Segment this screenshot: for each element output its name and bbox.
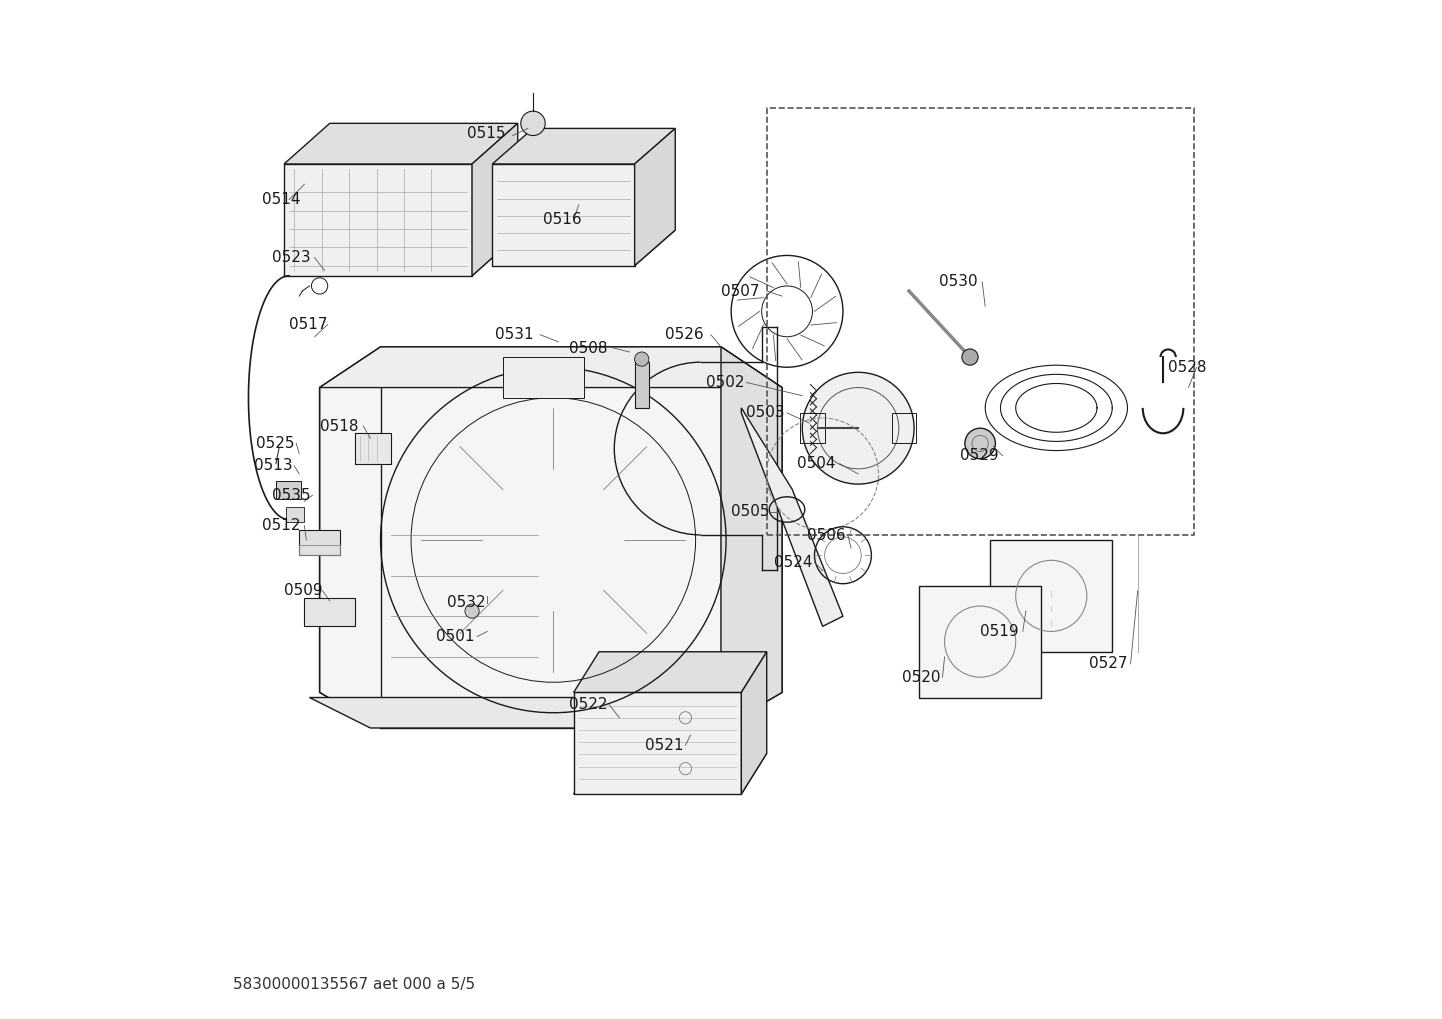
- Text: 0512: 0512: [261, 519, 300, 533]
- Polygon shape: [320, 346, 782, 728]
- Bar: [355, 433, 391, 464]
- Text: 0513: 0513: [254, 459, 293, 473]
- Polygon shape: [284, 123, 518, 164]
- Polygon shape: [492, 164, 634, 266]
- Polygon shape: [574, 652, 767, 693]
- Bar: [300, 530, 340, 555]
- Polygon shape: [741, 652, 767, 794]
- Circle shape: [464, 604, 479, 619]
- Text: 0501: 0501: [437, 629, 474, 644]
- Text: 0519: 0519: [981, 624, 1018, 639]
- Circle shape: [962, 348, 978, 365]
- Polygon shape: [492, 128, 675, 164]
- Text: 0525: 0525: [255, 436, 294, 451]
- Text: 0509: 0509: [284, 583, 323, 598]
- Text: 0518: 0518: [320, 419, 358, 434]
- Polygon shape: [574, 753, 767, 794]
- Text: 0531: 0531: [496, 327, 534, 342]
- Text: 0507: 0507: [721, 283, 760, 299]
- Bar: [919, 586, 1041, 697]
- Bar: [304, 598, 355, 627]
- Bar: [634, 362, 649, 408]
- Polygon shape: [310, 697, 767, 728]
- Polygon shape: [284, 235, 518, 276]
- Bar: [767, 108, 1194, 535]
- Polygon shape: [284, 164, 472, 276]
- Bar: [991, 540, 1112, 652]
- Text: 0508: 0508: [568, 341, 607, 357]
- Polygon shape: [492, 230, 675, 266]
- Text: 0516: 0516: [544, 212, 581, 227]
- Text: 0505: 0505: [731, 504, 770, 519]
- Text: 0504: 0504: [797, 457, 836, 471]
- Text: 0514: 0514: [261, 192, 300, 207]
- Text: 0515: 0515: [467, 126, 506, 141]
- Text: 0524: 0524: [774, 554, 812, 570]
- Polygon shape: [721, 346, 782, 728]
- Text: 0502: 0502: [705, 375, 744, 390]
- Polygon shape: [320, 346, 782, 387]
- Bar: [275, 481, 301, 499]
- Circle shape: [965, 428, 995, 459]
- Circle shape: [634, 352, 649, 366]
- Text: 0535: 0535: [273, 488, 310, 502]
- Text: 58300000135567 aet 000 a 5/5: 58300000135567 aet 000 a 5/5: [234, 977, 476, 993]
- Text: 0503: 0503: [747, 406, 784, 421]
- Bar: [286, 507, 304, 522]
- Bar: [800, 413, 825, 443]
- Text: 0522: 0522: [568, 697, 607, 712]
- Bar: [300, 545, 340, 555]
- Text: 0521: 0521: [645, 738, 684, 753]
- Text: 0506: 0506: [808, 529, 846, 543]
- Text: 0523: 0523: [273, 250, 310, 265]
- Text: 0527: 0527: [1089, 656, 1128, 672]
- Text: 0526: 0526: [665, 327, 704, 342]
- Text: 0532: 0532: [447, 595, 486, 610]
- Polygon shape: [574, 693, 741, 794]
- Text: 0528: 0528: [1168, 360, 1207, 375]
- Bar: [502, 357, 584, 397]
- Polygon shape: [634, 128, 675, 266]
- Text: 0529: 0529: [960, 448, 998, 464]
- Text: 0517: 0517: [288, 317, 327, 332]
- Text: 0530: 0530: [940, 274, 978, 289]
- Circle shape: [802, 372, 914, 484]
- Polygon shape: [472, 123, 518, 276]
- Text: 0520: 0520: [901, 669, 940, 685]
- Circle shape: [521, 111, 545, 136]
- Polygon shape: [741, 408, 844, 627]
- Bar: [891, 413, 916, 443]
